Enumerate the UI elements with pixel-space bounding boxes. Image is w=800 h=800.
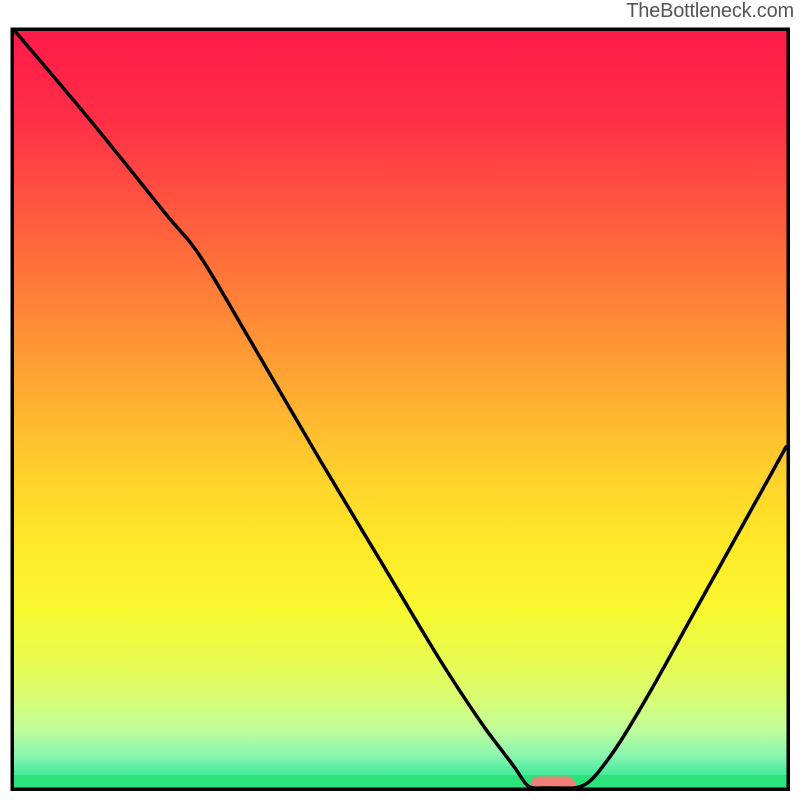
chart-canvas — [0, 0, 800, 800]
gradient-background — [12, 29, 788, 789]
bottom-green-band — [12, 775, 788, 789]
watermark-label: TheBottleneck.com — [626, 0, 794, 23]
